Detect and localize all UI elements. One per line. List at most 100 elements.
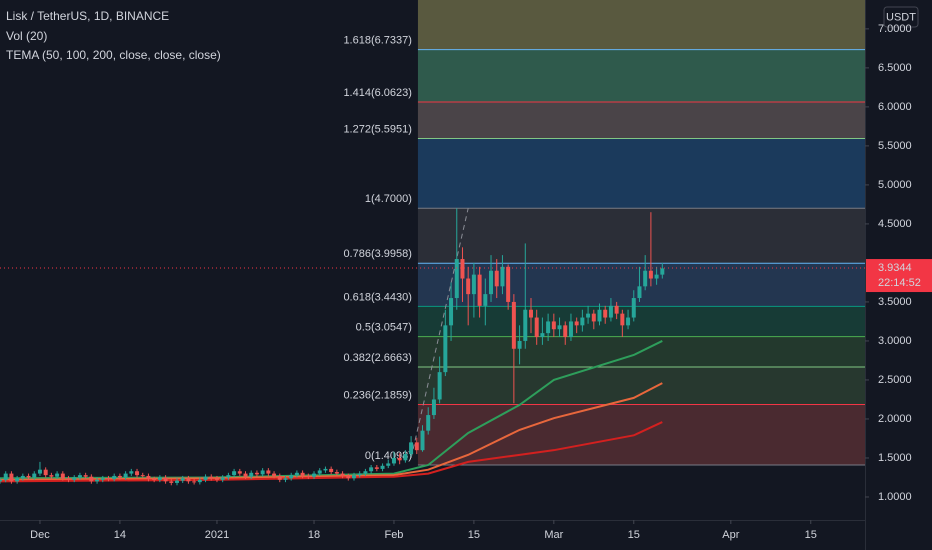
candle-body: [317, 470, 322, 474]
x-tick-label: 15: [468, 529, 480, 541]
candle-body: [106, 478, 111, 480]
candle-body: [226, 475, 231, 478]
candle-body: [192, 481, 197, 483]
chart-title: Lisk / TetherUS, 1D, BINANCE: [6, 9, 169, 23]
candle-body: [563, 325, 568, 338]
candle-body: [55, 473, 60, 477]
candle-body: [346, 475, 351, 479]
candle-body: [180, 478, 185, 481]
candle-body: [614, 305, 619, 314]
candle-body: [431, 399, 436, 416]
fib-band: [417, 208, 865, 264]
y-tick-label: 3.5000: [878, 296, 912, 308]
candle-body: [123, 473, 128, 478]
indicator-label: TEMA (50, 100, 200, close, close, close): [6, 48, 221, 62]
y-tick-label: 1.0000: [878, 491, 912, 503]
candle-body: [0, 479, 2, 482]
candle-body: [152, 479, 157, 481]
indicator-label: Vol (20): [6, 29, 47, 43]
candle-body: [49, 475, 54, 477]
candle-body: [466, 278, 471, 295]
candle-body: [243, 473, 248, 477]
fib-band: [417, 306, 865, 337]
x-tick-label: 15: [628, 529, 640, 541]
candle-body: [89, 476, 94, 482]
candle-body: [163, 477, 168, 482]
candle-body: [266, 470, 271, 474]
candle-body: [369, 467, 374, 472]
x-tick-label: 18: [308, 529, 320, 541]
candle-body: [586, 313, 591, 318]
candle-body: [534, 317, 539, 338]
candle-body: [386, 463, 391, 466]
fib-label: 1(4.7000): [365, 193, 412, 205]
candle-body: [283, 478, 288, 480]
candle-body: [449, 298, 454, 326]
candle-body: [643, 270, 648, 287]
candle-body: [15, 478, 20, 482]
x-tick-label: 14: [114, 529, 126, 541]
y-tick-label: 6.0000: [878, 101, 912, 113]
candle-body: [351, 475, 356, 479]
candle-body: [232, 471, 237, 476]
candle-body: [437, 372, 442, 400]
candle-body: [237, 471, 242, 474]
fib-label: 1.272(5.5951): [343, 123, 412, 135]
candle-body: [340, 473, 345, 476]
x-tick-label: Feb: [384, 529, 403, 541]
last-price-label: 3.9344: [878, 262, 912, 274]
fib-label: 0.236(2.1859): [343, 389, 412, 401]
candle-body: [597, 309, 602, 322]
candle-body: [3, 473, 8, 480]
candle-body: [26, 475, 31, 478]
plot-area: 0(1.4098)0.236(2.1859)0.382(2.6663)0.5(3…: [0, 0, 865, 486]
candle-body: [506, 266, 511, 302]
currency-label[interactable]: USDT: [886, 11, 916, 23]
candle-body: [197, 479, 202, 483]
fib-band: [417, 102, 865, 139]
last-price-box: [866, 259, 932, 293]
fib-label: 0.786(3.9958): [343, 248, 412, 260]
tema-line: [0, 340, 663, 480]
candle-body: [637, 286, 642, 299]
candle-body: [608, 305, 613, 318]
candle-body: [174, 480, 179, 483]
fib-label: 0.618(3.4430): [343, 291, 412, 303]
candle-body: [214, 478, 219, 480]
candle-body: [186, 478, 191, 482]
candle-body: [112, 475, 117, 480]
candle-body: [60, 473, 65, 479]
candle-body: [626, 317, 631, 326]
fib-label: 0.382(2.6663): [343, 352, 412, 364]
fib-band: [417, 366, 865, 405]
candle-body: [517, 340, 522, 349]
candle-body: [43, 469, 48, 476]
fib-label: 0.5(3.0547): [356, 322, 412, 334]
fib-band: [417, 0, 865, 50]
candle-body: [157, 477, 162, 480]
candle-body: [580, 317, 585, 326]
candle-body: [460, 259, 465, 279]
candle-body: [323, 468, 328, 471]
candle-body: [546, 321, 551, 334]
tema-line: [0, 421, 663, 483]
candle-body: [631, 298, 636, 318]
candle-body: [277, 475, 282, 480]
y-tick-label: 4.5000: [878, 218, 912, 230]
y-tick-label: 5.0000: [878, 179, 912, 191]
candle-body: [591, 313, 596, 322]
fib-band: [417, 404, 865, 466]
candle-body: [140, 475, 145, 477]
candle-body: [420, 430, 425, 451]
candle-body: [374, 467, 379, 469]
candle-body: [312, 473, 317, 477]
candle-body: [654, 274, 659, 279]
fib-band: [417, 138, 865, 209]
fib-label: 1.414(6.0623): [343, 87, 412, 99]
candle-body: [294, 472, 299, 476]
candle-body: [477, 274, 482, 306]
currency-box[interactable]: [883, 6, 919, 28]
candle-body: [329, 468, 334, 473]
y-tick-label: 7.0000: [878, 23, 912, 35]
candle-body: [209, 476, 214, 479]
